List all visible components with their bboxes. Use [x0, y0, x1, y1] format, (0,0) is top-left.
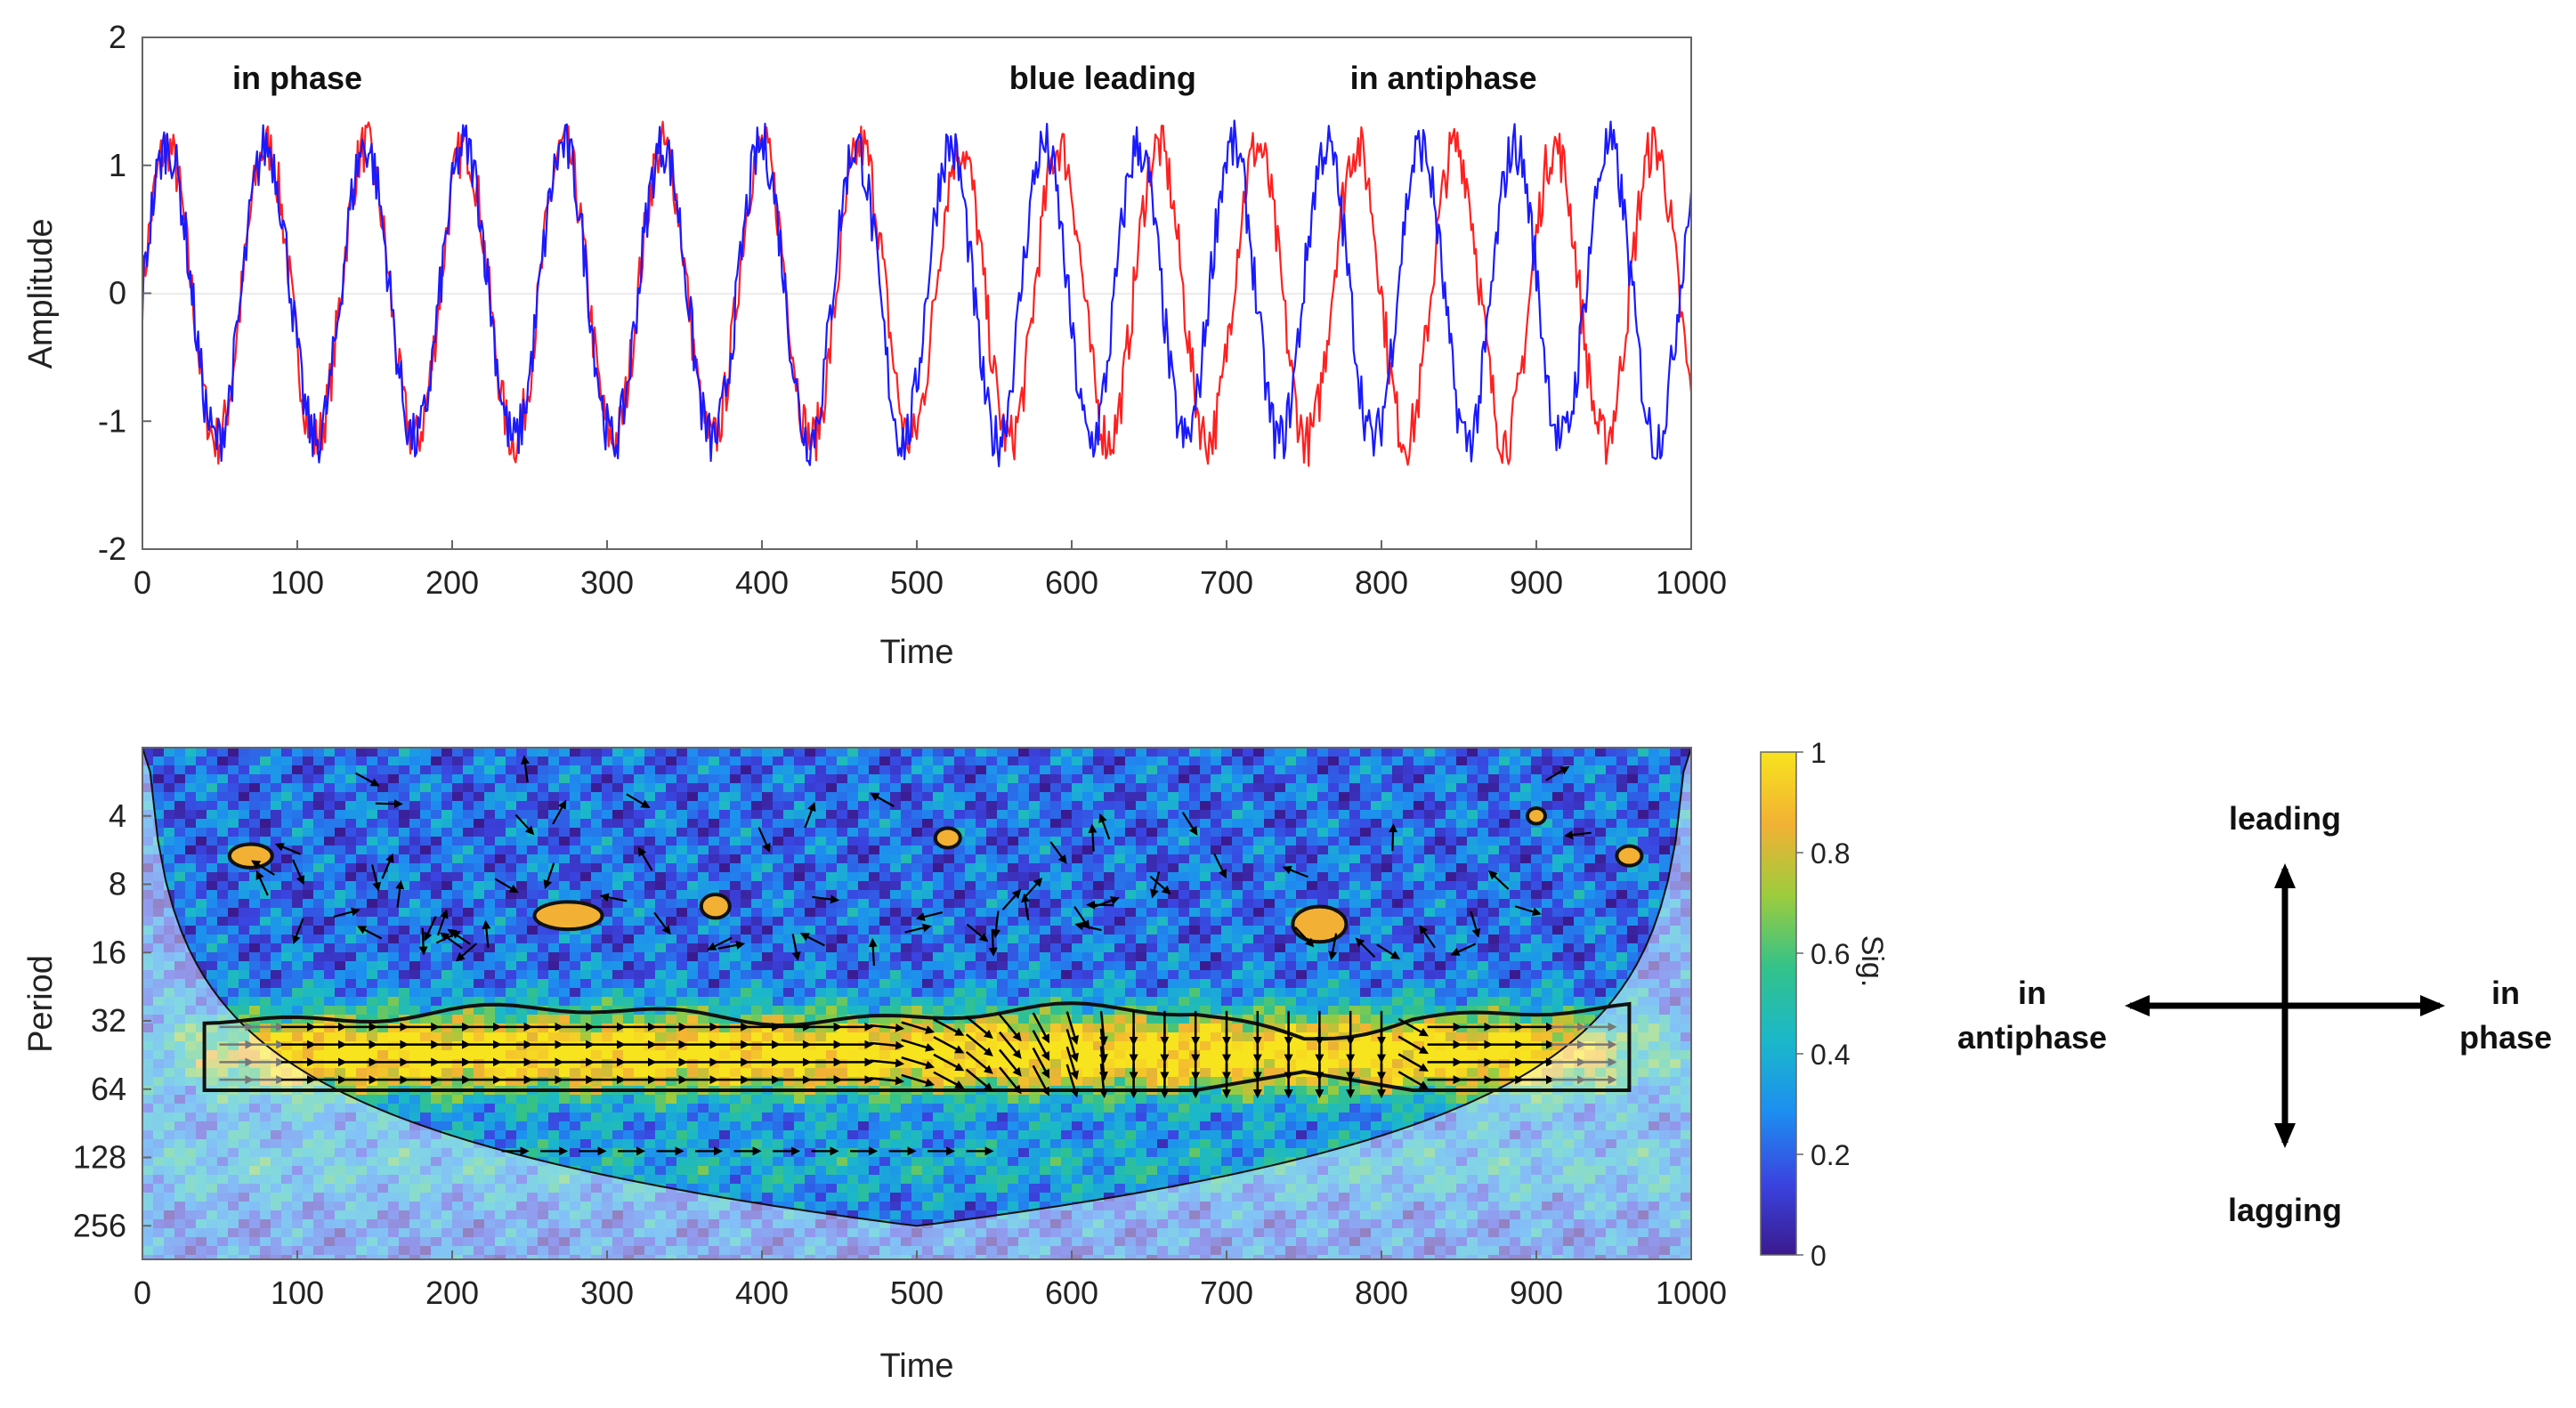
y-tick-label: 128 [73, 1139, 126, 1176]
colorbar-label: Sig. [1855, 935, 1889, 988]
x-tick-label: 600 [1045, 564, 1098, 601]
significance-island [701, 894, 730, 918]
x-tick-label: 800 [1355, 1274, 1408, 1311]
y-tick-label: 16 [91, 934, 126, 970]
y-tick-label: 64 [91, 1071, 126, 1107]
significance-island [1527, 808, 1545, 824]
x-tick-label: 900 [1510, 1274, 1563, 1311]
x-tick-label: 300 [580, 564, 634, 601]
x-tick-label: 200 [425, 1274, 479, 1311]
y-tick-label: 0 [109, 275, 126, 312]
annotation-label: in phase [232, 60, 362, 96]
bottom-x-axis-label: Time [879, 1347, 953, 1385]
x-tick-label: 200 [425, 564, 479, 601]
x-tick-label: 800 [1355, 564, 1408, 601]
annotation-label: blue leading [1009, 60, 1196, 96]
y-tick-label: 8 [109, 866, 126, 902]
y-tick-label: 32 [91, 1002, 126, 1039]
x-tick-label: 1000 [1656, 1274, 1727, 1311]
phase-arrow-legend: leading lagging in antiphase in phase [1957, 800, 2552, 1228]
x-tick-label: 0 [134, 1274, 151, 1311]
colorbar: 0 0.2 0.4 0.6 0.8 1 Sig. [1761, 737, 1889, 1272]
wavelet-coherence-panel: 0 100 200 300 400 500 600 700 800 900 1000 4 8 16 32 6… [22, 748, 1727, 1385]
phase-arrow [423, 928, 424, 953]
colorbar-tick-label: 0 [1810, 1240, 1827, 1272]
x-tick-label: 600 [1045, 1274, 1098, 1311]
x-tick-label: 500 [890, 564, 944, 601]
x-tick-label: 900 [1510, 564, 1563, 601]
colorbar-tick-label: 0.4 [1810, 1039, 1850, 1071]
colorbar-ticks: 0 0.2 0.4 0.6 0.8 1 [1796, 737, 1850, 1272]
in-phase-label-line1: in [2491, 975, 2520, 1011]
significance-island [535, 902, 603, 929]
significance-island [230, 844, 272, 867]
x-tick-label: 0 [134, 564, 151, 601]
y-tick-label: 4 [109, 797, 126, 834]
x-tick-label: 100 [271, 1274, 324, 1311]
colorbar-tick-label: 0.2 [1810, 1139, 1850, 1171]
x-tick-label: 700 [1200, 564, 1253, 601]
antiphase-label-line1: in [2018, 975, 2046, 1011]
colorbar-tick-label: 0.6 [1810, 938, 1850, 970]
leading-label: leading [2229, 800, 2341, 837]
colorbar-tick-label: 1 [1810, 737, 1827, 769]
top-y-axis-label: Amplitude [22, 219, 60, 369]
x-tick-label: 300 [580, 1274, 634, 1311]
x-tick-label: 700 [1200, 1274, 1253, 1311]
significance-island [1292, 907, 1346, 943]
lagging-label: lagging [2228, 1192, 2342, 1228]
x-tick-label: 500 [890, 1274, 944, 1311]
phase-arrow [1392, 826, 1393, 851]
y-tick-label: 256 [73, 1207, 126, 1243]
x-tick-label: 1000 [1656, 564, 1727, 601]
annotation-label: in antiphase [1350, 60, 1537, 96]
x-tick-label: 400 [735, 564, 789, 601]
phase-arrow [376, 804, 401, 805]
significance-island [936, 828, 960, 847]
y-tick-label: -1 [98, 402, 126, 439]
in-phase-label-line2: phase [2459, 1019, 2552, 1056]
bottom-y-axis-label: Period [22, 955, 60, 1053]
significance-island [1616, 846, 1641, 866]
colorbar-tick-label: 0.8 [1810, 838, 1850, 870]
time-series-panel: 0 100 200 300 400 500 600 700 800 900 1000 2 1 0 -1 -2… [22, 19, 1727, 671]
antiphase-label-line2: antiphase [1957, 1019, 2107, 1056]
x-tick-label: 400 [735, 1274, 789, 1311]
y-tick-label: 2 [109, 19, 126, 55]
colorbar-gradient [1761, 752, 1796, 1255]
y-tick-label: 1 [109, 147, 126, 183]
phase-arrow [992, 929, 993, 954]
bottom-y-axis: 4 8 16 32 64 128 256 [73, 797, 151, 1244]
x-tick-label: 100 [271, 564, 324, 601]
y-tick-label: -2 [98, 530, 126, 567]
top-x-axis-label: Time [879, 634, 953, 671]
